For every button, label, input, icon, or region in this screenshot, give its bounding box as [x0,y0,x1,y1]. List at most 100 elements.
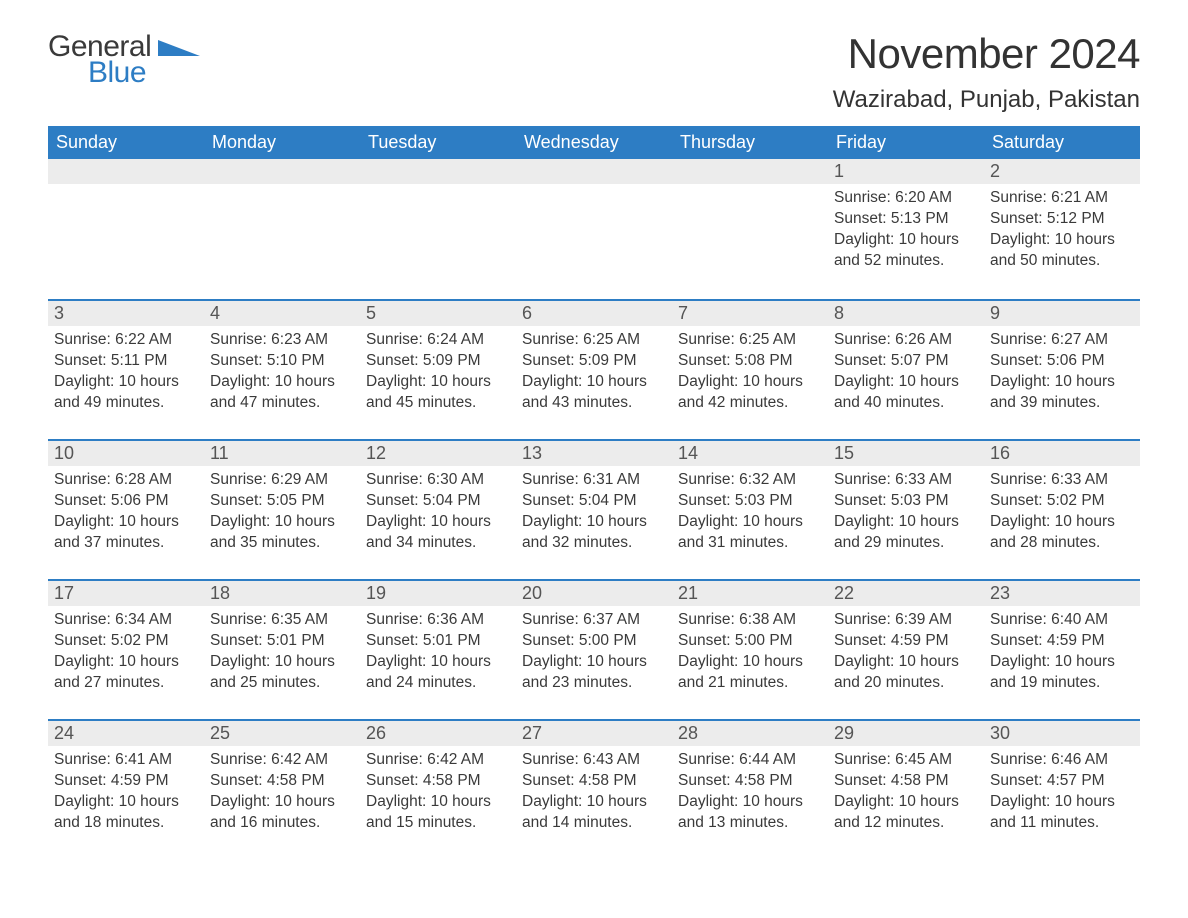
day-number: 28 [672,721,828,746]
day-header: Tuesday [360,126,516,159]
week-row: 3Sunrise: 6:22 AMSunset: 5:11 PMDaylight… [48,299,1140,427]
sunset-line: Sunset: 5:03 PM [678,491,822,512]
sunrise-line: Sunrise: 6:27 AM [990,330,1134,351]
header: General Blue November 2024 Wazirabad, Pu… [48,30,1140,114]
sunset-line: Sunset: 5:04 PM [366,491,510,512]
sunrise-line: Sunrise: 6:42 AM [210,750,354,771]
day-content: Sunrise: 6:40 AMSunset: 4:59 PMDaylight:… [984,606,1140,704]
sunset-line: Sunset: 5:08 PM [678,351,822,372]
daylight-line: Daylight: 10 hours and 16 minutes. [210,792,354,834]
sunset-line: Sunset: 5:01 PM [366,631,510,652]
day-content: Sunrise: 6:44 AMSunset: 4:58 PMDaylight:… [672,746,828,844]
day-content: Sunrise: 6:42 AMSunset: 4:58 PMDaylight:… [204,746,360,844]
day-cell: 26Sunrise: 6:42 AMSunset: 4:58 PMDayligh… [360,721,516,847]
sunset-line: Sunset: 4:58 PM [522,771,666,792]
daylight-line: Daylight: 10 hours and 18 minutes. [54,792,198,834]
day-number: 20 [516,581,672,606]
day-content: Sunrise: 6:28 AMSunset: 5:06 PMDaylight:… [48,466,204,564]
day-cell: 28Sunrise: 6:44 AMSunset: 4:58 PMDayligh… [672,721,828,847]
day-number: 11 [204,441,360,466]
daylight-line: Daylight: 10 hours and 32 minutes. [522,512,666,554]
sunrise-line: Sunrise: 6:43 AM [522,750,666,771]
sunset-line: Sunset: 4:58 PM [210,771,354,792]
sunrise-line: Sunrise: 6:33 AM [990,470,1134,491]
day-cell: 6Sunrise: 6:25 AMSunset: 5:09 PMDaylight… [516,301,672,427]
daylight-line: Daylight: 10 hours and 29 minutes. [834,512,978,554]
sunset-line: Sunset: 4:58 PM [834,771,978,792]
day-cell: 7Sunrise: 6:25 AMSunset: 5:08 PMDaylight… [672,301,828,427]
sunrise-line: Sunrise: 6:40 AM [990,610,1134,631]
daylight-line: Daylight: 10 hours and 42 minutes. [678,372,822,414]
day-cell: 29Sunrise: 6:45 AMSunset: 4:58 PMDayligh… [828,721,984,847]
day-cell: 12Sunrise: 6:30 AMSunset: 5:04 PMDayligh… [360,441,516,567]
day-number: 1 [828,159,984,184]
brand-triangle-icon [158,43,200,60]
daylight-line: Daylight: 10 hours and 13 minutes. [678,792,822,834]
sunrise-line: Sunrise: 6:44 AM [678,750,822,771]
sunrise-line: Sunrise: 6:28 AM [54,470,198,491]
sunrise-line: Sunrise: 6:24 AM [366,330,510,351]
sunrise-line: Sunrise: 6:26 AM [834,330,978,351]
day-number: 2 [984,159,1140,184]
sunrise-line: Sunrise: 6:30 AM [366,470,510,491]
day-cell [516,159,672,287]
brand-logo: General Blue [48,30,200,90]
sunset-line: Sunset: 4:57 PM [990,771,1134,792]
empty-day-bar [672,159,828,184]
day-content: Sunrise: 6:36 AMSunset: 5:01 PMDaylight:… [360,606,516,704]
day-number: 9 [984,301,1140,326]
week-row: 17Sunrise: 6:34 AMSunset: 5:02 PMDayligh… [48,579,1140,707]
daylight-line: Daylight: 10 hours and 15 minutes. [366,792,510,834]
sunset-line: Sunset: 5:11 PM [54,351,198,372]
day-number: 29 [828,721,984,746]
daylight-line: Daylight: 10 hours and 52 minutes. [834,230,978,272]
sunset-line: Sunset: 5:12 PM [990,209,1134,230]
sunset-line: Sunset: 5:13 PM [834,209,978,230]
daylight-line: Daylight: 10 hours and 45 minutes. [366,372,510,414]
sunrise-line: Sunrise: 6:39 AM [834,610,978,631]
sunrise-line: Sunrise: 6:23 AM [210,330,354,351]
sunrise-line: Sunrise: 6:33 AM [834,470,978,491]
sunrise-line: Sunrise: 6:46 AM [990,750,1134,771]
sunrise-line: Sunrise: 6:21 AM [990,188,1134,209]
day-cell: 17Sunrise: 6:34 AMSunset: 5:02 PMDayligh… [48,581,204,707]
day-content: Sunrise: 6:20 AMSunset: 5:13 PMDaylight:… [828,184,984,282]
sunset-line: Sunset: 4:58 PM [678,771,822,792]
day-number: 17 [48,581,204,606]
daylight-line: Daylight: 10 hours and 35 minutes. [210,512,354,554]
day-number: 22 [828,581,984,606]
sunset-line: Sunset: 5:09 PM [366,351,510,372]
day-cell: 30Sunrise: 6:46 AMSunset: 4:57 PMDayligh… [984,721,1140,847]
day-header: Thursday [672,126,828,159]
day-content: Sunrise: 6:26 AMSunset: 5:07 PMDaylight:… [828,326,984,424]
week-row: 24Sunrise: 6:41 AMSunset: 4:59 PMDayligh… [48,719,1140,847]
day-cell: 23Sunrise: 6:40 AMSunset: 4:59 PMDayligh… [984,581,1140,707]
day-content: Sunrise: 6:22 AMSunset: 5:11 PMDaylight:… [48,326,204,424]
sunrise-line: Sunrise: 6:45 AM [834,750,978,771]
sunset-line: Sunset: 5:05 PM [210,491,354,512]
sunrise-line: Sunrise: 6:20 AM [834,188,978,209]
sunset-line: Sunset: 5:02 PM [990,491,1134,512]
sunset-line: Sunset: 5:04 PM [522,491,666,512]
day-content: Sunrise: 6:24 AMSunset: 5:09 PMDaylight:… [360,326,516,424]
daylight-line: Daylight: 10 hours and 23 minutes. [522,652,666,694]
day-content: Sunrise: 6:45 AMSunset: 4:58 PMDaylight:… [828,746,984,844]
sunset-line: Sunset: 5:07 PM [834,351,978,372]
sunset-line: Sunset: 5:06 PM [54,491,198,512]
day-cell: 13Sunrise: 6:31 AMSunset: 5:04 PMDayligh… [516,441,672,567]
day-cell: 5Sunrise: 6:24 AMSunset: 5:09 PMDaylight… [360,301,516,427]
day-cell: 16Sunrise: 6:33 AMSunset: 5:02 PMDayligh… [984,441,1140,567]
day-cell: 25Sunrise: 6:42 AMSunset: 4:58 PMDayligh… [204,721,360,847]
daylight-line: Daylight: 10 hours and 11 minutes. [990,792,1134,834]
day-cell: 15Sunrise: 6:33 AMSunset: 5:03 PMDayligh… [828,441,984,567]
day-content: Sunrise: 6:43 AMSunset: 4:58 PMDaylight:… [516,746,672,844]
day-cell: 27Sunrise: 6:43 AMSunset: 4:58 PMDayligh… [516,721,672,847]
sunset-line: Sunset: 5:00 PM [522,631,666,652]
empty-day-bar [516,159,672,184]
day-content: Sunrise: 6:37 AMSunset: 5:00 PMDaylight:… [516,606,672,704]
day-content: Sunrise: 6:30 AMSunset: 5:04 PMDaylight:… [360,466,516,564]
sunrise-line: Sunrise: 6:29 AM [210,470,354,491]
daylight-line: Daylight: 10 hours and 19 minutes. [990,652,1134,694]
day-content: Sunrise: 6:33 AMSunset: 5:02 PMDaylight:… [984,466,1140,564]
day-cell: 21Sunrise: 6:38 AMSunset: 5:00 PMDayligh… [672,581,828,707]
